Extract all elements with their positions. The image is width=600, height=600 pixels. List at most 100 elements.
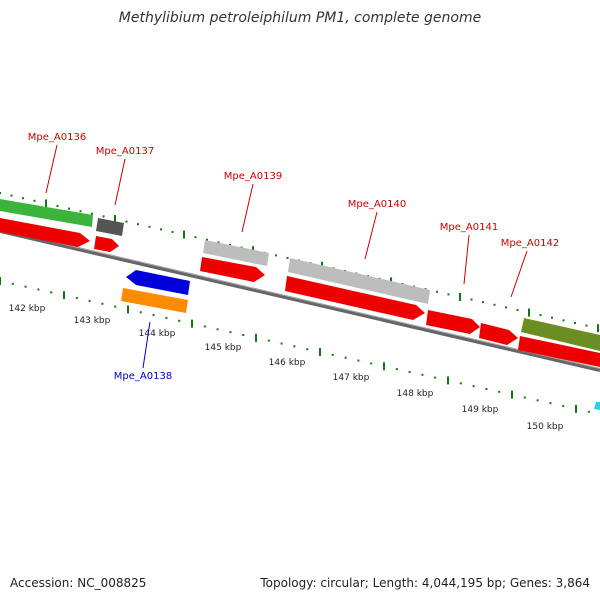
inner-scale-dot (498, 390, 501, 393)
inner-scale-dot (293, 345, 296, 348)
cds-arrow-mpe-a0136 (0, 218, 90, 247)
outer-scale-dot (286, 256, 289, 259)
gene-callouts: Mpe_A0136 Mpe_A0137 Mpe_A0138 Mpe_A0139 Mpe_… (28, 132, 559, 382)
inner-scale-dot (24, 285, 27, 288)
gene-leader-line (510, 250, 528, 298)
inner-scale-tick (127, 305, 129, 314)
outer-scale-tick (459, 292, 461, 301)
gene-label-mpe-a0140: Mpe_A0140 (348, 199, 406, 210)
gene-bar-mpe-a0136-feature (0, 199, 93, 227)
outer-scale-dot (574, 321, 576, 324)
gene-bar-mpe-a0140-feature (288, 258, 430, 304)
inner-scale-dot (88, 299, 91, 302)
kbp-tick-label: 150 kbp (527, 422, 564, 432)
outer-scale-dot (229, 243, 231, 246)
outer-scale-dot (125, 220, 128, 223)
outer-scale-dot (585, 324, 588, 327)
inner-scale-dot (472, 385, 475, 388)
outer-scale-dot (217, 241, 220, 244)
kbp-tick-label: 147 kbp (333, 373, 370, 383)
outer-scale-dot (470, 298, 473, 301)
outer-scale-dot (79, 210, 82, 213)
outer-scale-dot (148, 225, 151, 228)
gene-label-mpe-a0137: Mpe_A0137 (96, 146, 154, 157)
inner-scale-dot (139, 311, 142, 314)
gene-leader-line (142, 321, 151, 369)
inner-scale-dot (50, 291, 53, 294)
outer-scale-tick (183, 230, 185, 239)
outer-scale-dot (505, 306, 507, 309)
inner-scale-dot (357, 359, 360, 362)
outer-scale-dot (436, 290, 438, 293)
cds-arrow-mpe-a0139 (200, 257, 265, 282)
gene-leader-line (364, 211, 378, 260)
gene-label-mpe-a0141: Mpe_A0141 (440, 222, 498, 233)
inner-scale-dot (536, 399, 539, 402)
inner-scale-tick (383, 362, 385, 371)
gene-label-mpe-a0136: Mpe_A0136 (28, 132, 86, 143)
edge-feature-cyan (594, 402, 600, 410)
inner-scale-dot (562, 405, 565, 408)
inner-scale-tick (319, 348, 321, 357)
inner-scale-tick (575, 404, 577, 413)
outer-scale-dot (10, 194, 13, 197)
outer-scale-dot (562, 319, 565, 322)
outer-scale-dot (539, 314, 542, 317)
outer-scale-dot (102, 215, 105, 218)
outer-scale-tick (45, 199, 47, 208)
inner-scale-dot (242, 333, 245, 336)
inner-scale-dot (114, 305, 117, 308)
inner-scale-tick (0, 277, 1, 285)
gene-bar-mpe-a0139-feature (203, 240, 269, 266)
outer-scale-dot (447, 293, 450, 296)
inner-scale-tick (255, 333, 257, 342)
kbp-tick-label: 142 kbp (9, 304, 46, 314)
gene-bar-mpe-a0137-feature (96, 218, 124, 236)
gene-label-mpe-a0139: Mpe_A0139 (224, 171, 282, 182)
outer-scale-dot (22, 197, 24, 200)
outer-scale-tick (528, 308, 530, 317)
inner-scale-dot (421, 373, 424, 376)
inner-scale-dot (408, 370, 411, 373)
outer-scale-dot (194, 236, 197, 239)
inner-scale-dot (587, 410, 590, 413)
inner-scale-tick (447, 376, 449, 385)
kbp-tick-labels: 142 kbp 143 kbp 144 kbp 145 kbp 146 kbp 147 k… (9, 304, 564, 432)
kbp-tick-label: 149 kbp (462, 405, 499, 415)
outer-scale-tick (114, 214, 116, 223)
inner-scale-dot (101, 302, 104, 305)
inner-scale-dot (165, 316, 168, 319)
gene-label-mpe-a0138: Mpe_A0138 (114, 371, 172, 382)
inner-scale-dot (485, 387, 488, 390)
outer-scale-dot (137, 223, 139, 226)
inner-scale-dot (178, 319, 181, 322)
outer-scale-dot (91, 212, 93, 215)
kbp-tick-label: 145 kbp (205, 343, 242, 353)
kbp-tick-label: 143 kbp (74, 316, 111, 326)
topology-text: Topology: circular; Length: 4,044,195 bp… (260, 576, 590, 590)
inner-scale-dot (370, 362, 373, 365)
gene-leader-line (45, 144, 58, 194)
cds-arrow-mpe-a0137 (94, 236, 119, 252)
gene-bar-mpe-a0138-feature (121, 288, 188, 313)
inner-scale-dot (152, 314, 155, 317)
inner-scale-tick (63, 291, 65, 300)
genome-backbone-highlight (0, 229, 600, 369)
inner-scale-dot (280, 342, 283, 345)
inner-scale-dot (434, 376, 437, 379)
cds-arrow-mpe-a0141 (426, 310, 480, 334)
inner-scale-dot (267, 339, 270, 342)
accession-text: Accession: NC_008825 (10, 576, 147, 590)
inner-scale-tick (511, 390, 513, 399)
outer-scale-dot (551, 316, 553, 319)
inner-scale-dot (523, 396, 526, 399)
inner-scale-dot (306, 348, 309, 351)
inner-scale-dot (11, 282, 14, 285)
outer-scale-dot (160, 228, 162, 231)
outer-scale-dot (68, 207, 70, 210)
inner-scale-dot (344, 356, 347, 359)
outer-scale-dot (516, 308, 519, 311)
gene-label-mpe-a0142: Mpe_A0142 (501, 238, 559, 249)
cds-arrow-mpe-a0142 (518, 336, 600, 367)
